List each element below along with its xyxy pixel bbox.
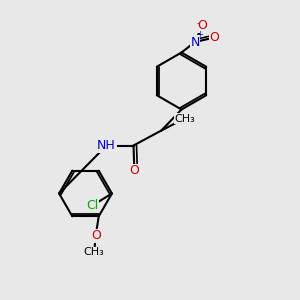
Text: CH₃: CH₃: [174, 113, 195, 124]
Text: CH₃: CH₃: [84, 248, 105, 257]
Text: NH: NH: [97, 139, 116, 152]
Text: O: O: [210, 31, 219, 44]
Text: O: O: [198, 19, 207, 32]
Text: N: N: [190, 35, 200, 49]
Text: O: O: [91, 230, 100, 242]
Text: Cl: Cl: [86, 199, 98, 212]
Text: O: O: [130, 164, 139, 178]
Text: -: -: [196, 18, 200, 28]
Text: +: +: [196, 30, 203, 39]
